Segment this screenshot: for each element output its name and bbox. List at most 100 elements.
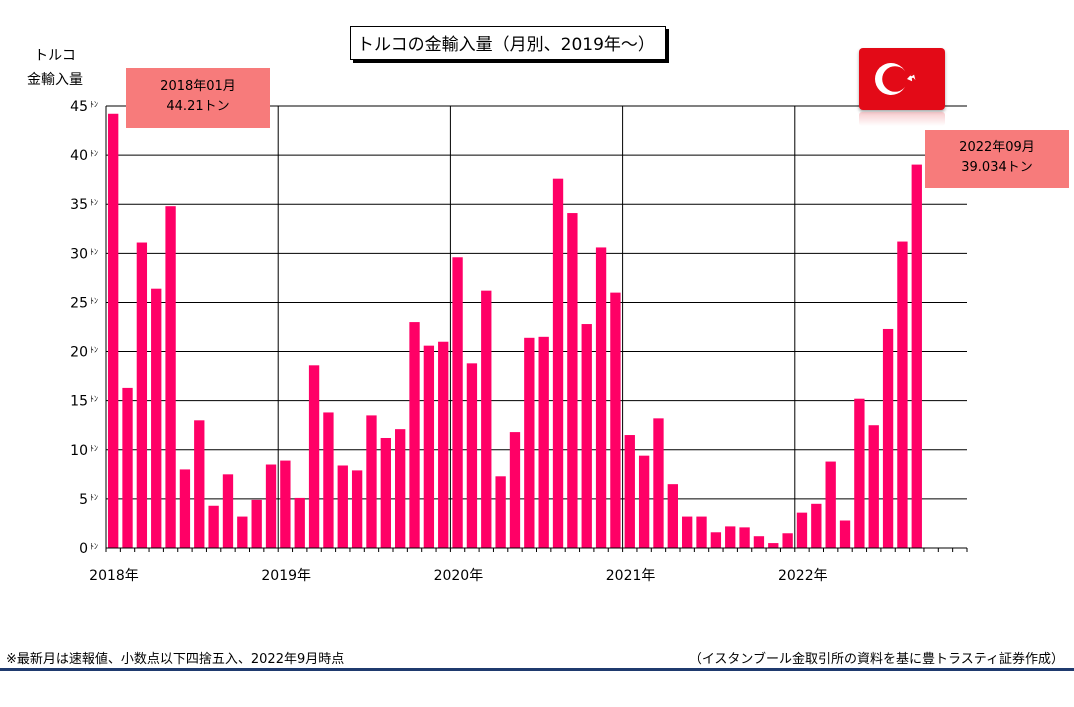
bar-48	[796, 512, 808, 548]
y-tick-label-7: 35	[70, 197, 88, 213]
x-tick-label-1: 2019年	[261, 568, 311, 584]
bar-9	[237, 516, 248, 548]
footnote-note: ※最新月は速報値、小数点以下四捨五入、2022年9月時点	[6, 652, 345, 667]
bar-19	[380, 437, 391, 548]
y-axis-label: トルコ 金輸入量	[14, 44, 96, 92]
bar-10	[251, 499, 262, 548]
bar-15	[323, 412, 334, 548]
bar-40	[682, 516, 693, 548]
bar-53	[868, 425, 879, 548]
bar-30	[538, 336, 549, 548]
y-tick-unit-8: ﾄﾝ	[90, 149, 98, 158]
callout-first-month-value: 44.21トン	[166, 99, 230, 114]
y-tick-unit-3: ﾄﾝ	[90, 395, 98, 404]
y-tick-unit-2: ﾄﾝ	[90, 444, 98, 453]
callout-latest-month-date: 2022年09月	[959, 140, 1035, 155]
callout-first-month: 2018年01月 44.21トン	[126, 68, 270, 128]
bars-layer	[108, 113, 922, 549]
callout-latest-month: 2022年09月 39.034トン	[925, 130, 1069, 188]
bar-36	[624, 435, 635, 548]
bar-54	[882, 328, 894, 548]
bar-25	[466, 363, 478, 548]
bar-49	[811, 503, 822, 548]
y-axis-label-line-2: 金輸入量	[27, 72, 83, 88]
y-tick-label-9: 45	[70, 99, 88, 115]
chart-title: トルコの金輸入量（月別、2019年〜）	[350, 26, 666, 60]
bar-23	[438, 341, 449, 548]
bar-34	[595, 247, 607, 548]
turkey-flag-icon	[859, 48, 945, 110]
bar-28	[509, 432, 521, 548]
bar-27	[495, 476, 506, 548]
bar-29	[524, 337, 535, 548]
bar-26	[481, 290, 492, 548]
bar-37	[638, 455, 650, 548]
bar-31	[552, 178, 564, 548]
callout-latest-month-value: 39.034トン	[961, 160, 1033, 175]
bar-5	[179, 469, 191, 548]
bar-17	[351, 470, 363, 548]
bar-43	[725, 526, 736, 548]
bar-24	[452, 257, 463, 548]
bar-42	[710, 532, 722, 548]
bar-55	[897, 241, 908, 549]
grid-layer	[106, 105, 967, 548]
y-tick-unit-5: ﾄﾝ	[90, 296, 98, 305]
bar-18	[366, 415, 377, 548]
bar-7	[208, 505, 219, 548]
bar-3	[151, 288, 162, 548]
callout-first-month-date: 2018年01月	[160, 79, 236, 94]
bar-41	[696, 516, 707, 548]
y-tick-label-2: 10	[70, 443, 88, 459]
bar-2	[136, 242, 148, 548]
bar-32	[567, 213, 578, 548]
bottom-rule	[0, 668, 1074, 671]
bar-35	[610, 292, 621, 548]
bar-1	[122, 387, 133, 548]
bar-21	[409, 322, 420, 548]
y-tick-label-6: 30	[70, 246, 88, 262]
x-tick-label-3: 2021年	[606, 568, 656, 584]
bar-38	[653, 418, 664, 548]
y-tick-unit-0: ﾄﾝ	[90, 542, 98, 551]
bar-16	[337, 465, 348, 548]
bar-56	[911, 164, 922, 548]
y-tick-unit-7: ﾄﾝ	[90, 198, 98, 207]
x-tick-label-0: 2018年	[89, 568, 139, 584]
x-tick-label-2: 2020年	[434, 568, 484, 584]
x-tick-label-4: 2022年	[778, 568, 828, 584]
bar-39	[667, 484, 678, 548]
bar-20	[395, 429, 406, 548]
crescent-star-icon	[875, 63, 916, 95]
bar-8	[222, 474, 234, 548]
y-tick-label-3: 15	[70, 394, 88, 410]
bar-12	[280, 460, 291, 548]
y-tick-label-0: 0	[79, 541, 88, 557]
bar-14	[308, 365, 320, 548]
flag-reflection	[859, 112, 945, 126]
bar-0	[108, 113, 119, 548]
bar-33	[581, 324, 592, 548]
y-tick-label-8: 40	[70, 148, 88, 164]
bar-13	[294, 497, 305, 548]
y-tick-unit-4: ﾄﾝ	[90, 346, 98, 355]
bar-4	[165, 206, 176, 548]
y-tick-unit-6: ﾄﾝ	[90, 247, 98, 256]
bar-51	[839, 520, 851, 548]
bar-45	[753, 536, 765, 548]
y-axis-label-line-1: トルコ	[34, 48, 76, 64]
bar-50	[825, 461, 836, 548]
y-tick-unit-1: ﾄﾝ	[90, 493, 98, 502]
bar-6	[194, 420, 205, 548]
y-tick-label-4: 20	[70, 345, 88, 361]
bar-11	[265, 464, 277, 548]
bar-47	[782, 533, 793, 548]
bar-22	[423, 345, 435, 548]
y-tick-label-1: 5	[79, 492, 88, 508]
bar-46	[768, 543, 779, 548]
y-tick-unit-9: ﾄﾝ	[90, 100, 98, 109]
footnote-source: （イスタンブール金取引所の資料を基に豊トラスティ証券作成）	[688, 652, 1064, 667]
bar-52	[854, 398, 865, 548]
